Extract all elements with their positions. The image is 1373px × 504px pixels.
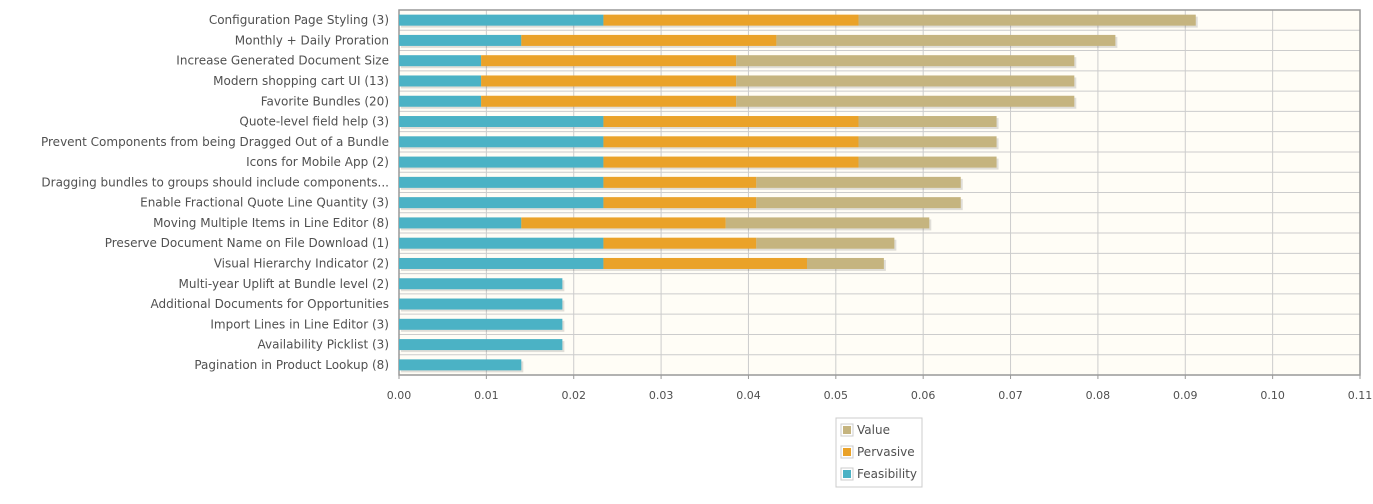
bar-value-10[interactable]	[725, 217, 930, 229]
bar-pervasive-0[interactable]	[603, 14, 859, 26]
legend-label-feasibility[interactable]: Feasibility	[857, 467, 917, 481]
x-tick-label: 0.08	[1086, 389, 1111, 402]
legend-label-pervasive[interactable]: Pervasive	[857, 445, 915, 459]
bar-pervasive-5[interactable]	[603, 116, 859, 128]
x-tick-label: 0.00	[387, 389, 412, 402]
bar-value-3[interactable]	[736, 75, 1075, 87]
category-label: Dragging bundles to groups should includ…	[41, 175, 389, 189]
bar-value-11[interactable]	[756, 237, 895, 249]
bar-feasibility-0[interactable]	[399, 14, 604, 26]
bar-feasibility-16[interactable]	[399, 339, 563, 351]
legend-swatch-pervasive[interactable]	[843, 448, 851, 456]
bar-feasibility-1[interactable]	[399, 34, 522, 46]
category-label: Configuration Page Styling (3)	[209, 13, 389, 27]
bar-feasibility-2[interactable]	[399, 55, 482, 67]
bar-layer	[399, 14, 1198, 373]
bar-feasibility-12[interactable]	[399, 257, 604, 269]
bar-feasibility-17[interactable]	[399, 359, 522, 371]
x-tick-label: 0.07	[998, 389, 1023, 402]
x-tick-label: 0.10	[1260, 389, 1285, 402]
grid-layer	[398, 9, 1361, 376]
category-labels: Configuration Page Styling (3) Monthly + …	[41, 13, 389, 372]
bar-pervasive-7[interactable]	[603, 156, 859, 168]
bar-value-7[interactable]	[858, 156, 997, 168]
bar-value-6[interactable]	[858, 136, 997, 148]
legend: Value Pervasive Feasibility	[835, 417, 923, 488]
category-label: Prevent Components from being Dragged Ou…	[41, 135, 389, 149]
bar-feasibility-8[interactable]	[399, 176, 604, 188]
category-label: Icons for Mobile App (2)	[246, 155, 389, 169]
category-label: Multi-year Uplift at Bundle level (2)	[179, 277, 389, 291]
bar-value-12[interactable]	[806, 257, 884, 269]
bar-feasibility-9[interactable]	[399, 197, 604, 209]
bar-value-8[interactable]	[756, 176, 961, 188]
bar-value-9[interactable]	[756, 197, 961, 209]
x-tick-label: 0.09	[1173, 389, 1198, 402]
legend-swatch-value[interactable]	[843, 426, 851, 434]
bar-pervasive-8[interactable]	[603, 176, 757, 188]
category-label: Increase Generated Document Size	[176, 54, 389, 68]
x-tick-label: 0.06	[911, 389, 936, 402]
bar-pervasive-10[interactable]	[521, 217, 726, 229]
plot-border	[398, 9, 1361, 376]
category-label: Pagination in Product Lookup (8)	[194, 358, 389, 372]
category-label: Availability Picklist (3)	[257, 338, 389, 352]
bar-pervasive-11[interactable]	[603, 237, 757, 249]
x-tick-label: 0.01	[474, 389, 499, 402]
category-label: Favorite Bundles (20)	[261, 94, 389, 108]
bar-feasibility-14[interactable]	[399, 298, 563, 310]
bar-pervasive-4[interactable]	[481, 95, 737, 107]
category-label: Import Lines in Line Editor (3)	[210, 317, 389, 331]
bar-feasibility-11[interactable]	[399, 237, 604, 249]
bar-pervasive-2[interactable]	[481, 55, 737, 67]
bar-value-5[interactable]	[858, 116, 997, 128]
bar-pervasive-3[interactable]	[481, 75, 737, 87]
x-axis-ticks: 0.00 0.01 0.02 0.03 0.04 0.05 0.06 0.07 0.08 0.09…	[387, 375, 1373, 402]
bar-value-0[interactable]	[858, 14, 1196, 26]
category-label: Modern shopping cart UI (13)	[213, 74, 389, 88]
bar-feasibility-13[interactable]	[399, 278, 563, 290]
x-tick-label: 0.11	[1348, 389, 1373, 402]
category-label: Monthly + Daily Proration	[235, 33, 389, 47]
bar-value-1[interactable]	[776, 34, 1116, 46]
x-tick-label: 0.04	[736, 389, 761, 402]
category-label: Enable Fractional Quote Line Quantity (3…	[140, 196, 389, 210]
bar-pervasive-12[interactable]	[603, 257, 807, 269]
category-label: Preserve Document Name on File Download …	[105, 236, 389, 250]
category-label: Moving Multiple Items in Line Editor (8)	[153, 216, 389, 230]
bar-pervasive-6[interactable]	[603, 136, 859, 148]
bar-feasibility-3[interactable]	[399, 75, 482, 87]
x-tick-label: 0.05	[824, 389, 849, 402]
category-label: Additional Documents for Opportunities	[151, 297, 389, 311]
bar-value-4[interactable]	[736, 95, 1075, 107]
category-label: Quote-level field help (3)	[239, 115, 389, 129]
bar-feasibility-15[interactable]	[399, 318, 563, 330]
category-label: Visual Hierarchy Indicator (2)	[214, 256, 389, 270]
bar-pervasive-1[interactable]	[521, 34, 777, 46]
x-tick-label: 0.03	[649, 389, 674, 402]
bar-feasibility-7[interactable]	[399, 156, 604, 168]
bar-feasibility-6[interactable]	[399, 136, 604, 148]
bar-feasibility-5[interactable]	[399, 116, 604, 128]
x-tick-label: 0.02	[561, 389, 586, 402]
bar-feasibility-10[interactable]	[399, 217, 522, 229]
bar-value-2[interactable]	[736, 55, 1075, 67]
legend-label-value[interactable]: Value	[857, 423, 890, 437]
bar-feasibility-4[interactable]	[399, 95, 482, 107]
bar-pervasive-9[interactable]	[603, 197, 757, 209]
legend-swatch-feasibility[interactable]	[843, 470, 851, 478]
